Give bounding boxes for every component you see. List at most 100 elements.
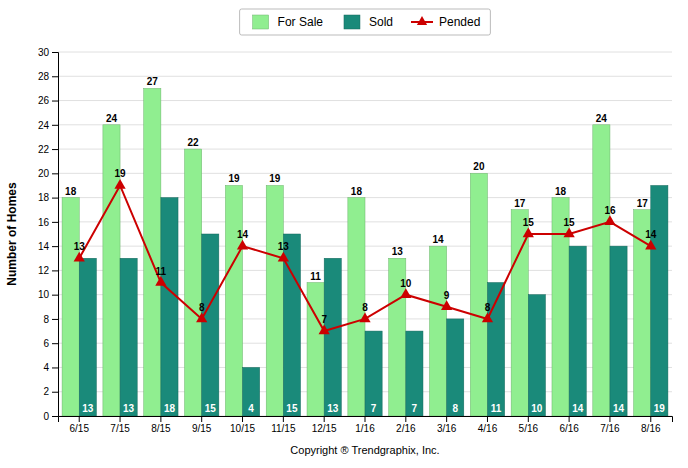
tick-mark [52, 343, 58, 344]
data-label: 22 [188, 137, 200, 148]
tick-label: 2 [43, 386, 49, 397]
tick-mark [52, 76, 58, 77]
tick-label: 6/15 [69, 423, 89, 434]
data-label: 17 [514, 198, 526, 209]
tick-mark [52, 416, 58, 417]
tick: 7/16 [600, 416, 620, 434]
data-label: 4 [248, 403, 254, 414]
tick-label: 8/16 [641, 423, 661, 434]
tick-label: 18 [38, 192, 50, 203]
tick-label: 11/15 [271, 423, 296, 434]
tick-label: 3/16 [437, 423, 457, 434]
data-label: 24 [596, 113, 608, 124]
bar-series [79, 185, 668, 416]
data-label: 11 [310, 271, 321, 282]
tick-label: 5/16 [519, 423, 539, 434]
data-label: 7 [412, 403, 418, 414]
tick: 18 [38, 192, 58, 203]
tick-label: 12/15 [312, 423, 337, 434]
tick: 1/16 [355, 416, 375, 434]
tick: 8 [43, 314, 58, 325]
legend-item: Sold [344, 15, 393, 29]
marker [237, 240, 248, 250]
data-label: 10 [400, 278, 412, 289]
tick-mark [52, 295, 58, 296]
tick-label: 6 [43, 338, 49, 349]
tick: 4/16 [478, 416, 498, 434]
tick: 9/15 [192, 416, 212, 434]
tick-label: 1/16 [355, 423, 375, 434]
legend-frame [240, 9, 491, 35]
tick-mark [52, 319, 58, 320]
bar [202, 234, 219, 416]
tick-mark [120, 416, 121, 422]
data-label: 7 [371, 403, 377, 414]
tick-label: 30 [38, 47, 50, 58]
tick: 5/16 [519, 416, 539, 434]
tick-label: 22 [38, 144, 50, 155]
data-label: 11 [491, 403, 502, 414]
bar [62, 198, 79, 416]
bar [243, 367, 260, 416]
tick-mark [283, 416, 284, 422]
tick-mark [52, 270, 58, 271]
tick-mark [609, 416, 610, 422]
data-label: 14 [433, 234, 445, 245]
tick-mark [79, 416, 80, 422]
bar [552, 198, 569, 416]
tick: 3/16 [437, 416, 457, 434]
data-label: 27 [147, 76, 159, 87]
data-label: 20 [473, 161, 485, 172]
marker [563, 227, 574, 237]
tick-label: 10 [38, 289, 50, 300]
tick-label: 7/16 [600, 423, 620, 434]
marker [196, 312, 207, 322]
marker [523, 227, 534, 237]
data-label: 11 [156, 266, 167, 277]
grid [58, 52, 672, 416]
tick: 6/15 [69, 416, 89, 434]
data-label: 8 [362, 302, 368, 313]
tick: 26 [38, 95, 58, 106]
tick-mark [569, 416, 570, 422]
marker [74, 252, 85, 262]
data-label: 16 [604, 205, 616, 216]
tick: 24 [38, 120, 58, 131]
tick: 6 [43, 338, 58, 349]
data-label: 13 [74, 241, 86, 252]
tick-label: 14 [38, 241, 50, 252]
tick-label: 4/16 [478, 423, 498, 434]
tick-label: 26 [38, 95, 50, 106]
legend-label: Pended [439, 15, 480, 29]
data-label: 13 [82, 403, 94, 414]
data-label: 13 [327, 403, 339, 414]
marker [441, 300, 452, 310]
marker [155, 276, 166, 286]
data-label: 14 [572, 403, 584, 414]
tick-label: 24 [38, 120, 50, 131]
tick-mark [365, 416, 366, 422]
tick: 12/15 [312, 416, 337, 434]
tick: 30 [38, 47, 58, 58]
tick-mark [528, 416, 529, 422]
tick: 8/15 [151, 416, 171, 434]
data-label: 9 [444, 290, 450, 301]
bar [610, 246, 627, 416]
bar [120, 258, 137, 416]
data-label: 14 [645, 229, 657, 240]
data-label: 19 [269, 173, 281, 184]
marker [482, 312, 493, 322]
data-label: 13 [392, 246, 404, 257]
tick-mark [52, 367, 58, 368]
legend-swatch [344, 15, 360, 29]
data-label: 13 [123, 403, 135, 414]
tick-mark [52, 392, 58, 393]
tick-label: 28 [38, 71, 50, 82]
data-label: 8 [452, 403, 458, 414]
tick: 8/16 [641, 416, 661, 434]
data-label: 7 [321, 314, 327, 325]
data-label: 15 [564, 217, 576, 228]
marker [319, 325, 330, 335]
marker [359, 312, 370, 322]
legend-swatch [253, 15, 269, 29]
